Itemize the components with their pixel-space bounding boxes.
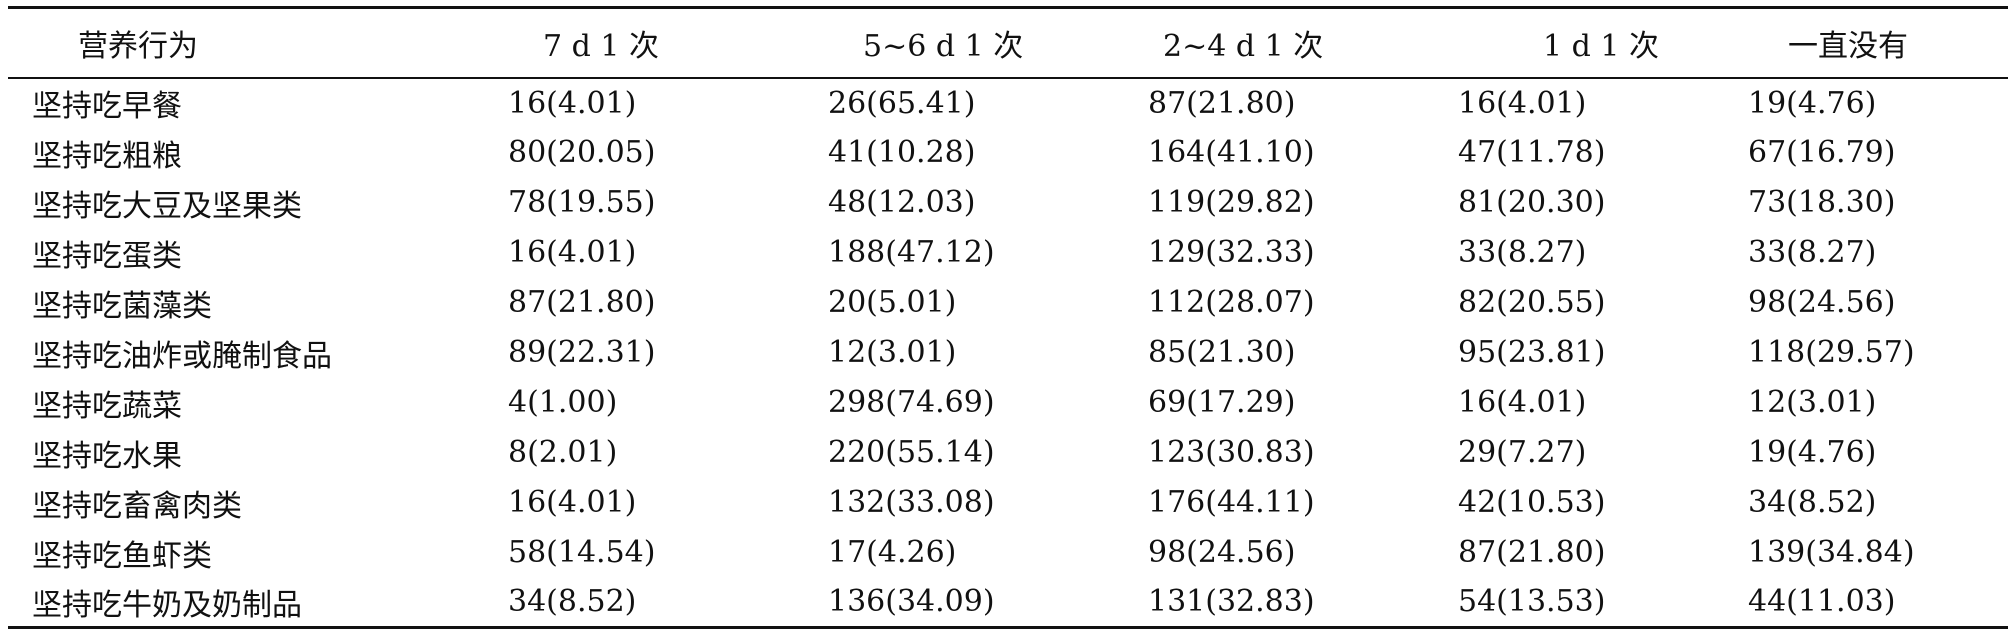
table-cell: 47(11.78) bbox=[1458, 135, 1606, 170]
table-cell: 33(8.27) bbox=[1748, 235, 1877, 270]
table-cell: 176(44.11) bbox=[1148, 485, 1315, 520]
table-cell: 220(55.14) bbox=[828, 435, 995, 470]
row-label: 坚持吃水果 bbox=[32, 438, 182, 474]
table-cell: 34(8.52) bbox=[508, 577, 808, 629]
table-row: 坚持吃早餐 16(4.01) 26(65.41) 87(21.80) 16(4.01) 1… bbox=[8, 78, 2008, 128]
table-cell: 12(3.01) bbox=[1748, 385, 1877, 420]
table-cell: 41(10.28) bbox=[828, 135, 976, 170]
table-cell: 87(21.80) bbox=[1458, 535, 1606, 570]
table-cell: 54(13.53) bbox=[1428, 577, 1728, 629]
table-cell: 95(23.81) bbox=[1458, 335, 1606, 370]
table-cell: 82(20.55) bbox=[1458, 285, 1606, 320]
table-cell: 48(12.03) bbox=[828, 185, 976, 220]
table-cell: 26(65.41) bbox=[828, 85, 976, 121]
table-cell: 164(41.10) bbox=[1148, 135, 1315, 170]
table-body: 坚持吃早餐 16(4.01) 26(65.41) 87(21.80) 16(4.01) 1… bbox=[8, 78, 2008, 629]
table-cell: 129(32.33) bbox=[1148, 235, 1315, 270]
row-label: 坚持吃菌藻类 bbox=[32, 288, 212, 324]
table-cell: 136(34.09) bbox=[808, 577, 1128, 629]
header-never: 一直没有 bbox=[1728, 6, 2008, 79]
table-cell: 67(16.79) bbox=[1748, 135, 1896, 170]
table-cell: 139(34.84) bbox=[1748, 535, 1915, 570]
table-cell: 123(30.83) bbox=[1148, 435, 1315, 470]
table-cell: 69(17.29) bbox=[1148, 385, 1296, 420]
header-behavior: 营养行为 bbox=[8, 6, 508, 79]
header-7d1: 7 d 1 次 bbox=[508, 6, 808, 79]
row-label: 坚持吃油炸或腌制食品 bbox=[32, 338, 332, 374]
table-cell: 4(1.00) bbox=[508, 385, 618, 420]
table-row: 坚持吃鱼虾类 58(14.54) 17(4.26) 98(24.56) 87(21.80… bbox=[8, 528, 2008, 578]
nutrition-behavior-table: 营养行为 7 d 1 次 5~6 d 1 次 2~4 d 1 次 1 d 1 次… bbox=[8, 6, 2008, 629]
table-cell: 131(32.83) bbox=[1128, 577, 1428, 629]
table-cell: 98(24.56) bbox=[1148, 535, 1296, 570]
table-cell: 80(20.05) bbox=[508, 135, 656, 170]
table-cell: 16(4.01) bbox=[1458, 85, 1587, 121]
table-cell: 29(7.27) bbox=[1458, 435, 1587, 470]
table-row: 坚持吃粗粮 80(20.05) 41(10.28) 164(41.10) 47(11.7… bbox=[8, 128, 2008, 178]
row-label: 坚持吃畜禽肉类 bbox=[32, 488, 242, 524]
table-cell: 87(21.80) bbox=[1148, 85, 1296, 121]
row-label: 坚持吃粗粮 bbox=[32, 138, 182, 174]
nutrition-behavior-table-container: 营养行为 7 d 1 次 5~6 d 1 次 2~4 d 1 次 1 d 1 次… bbox=[8, 6, 2008, 629]
table-row: 坚持吃畜禽肉类 16(4.01) 132(33.08) 176(44.11) 42(10… bbox=[8, 478, 2008, 528]
header-5-6d1: 5~6 d 1 次 bbox=[808, 6, 1128, 79]
row-label: 坚持吃早餐 bbox=[32, 89, 182, 124]
table-cell: 16(4.01) bbox=[508, 485, 637, 520]
table-cell: 16(4.01) bbox=[508, 85, 637, 121]
table-cell: 118(29.57) bbox=[1748, 335, 1915, 370]
table-cell: 298(74.69) bbox=[828, 385, 995, 420]
table-row: 坚持吃牛奶及奶制品 34(8.52) 136(34.09) 131(32.83) 54(… bbox=[8, 577, 2008, 629]
table-cell: 19(4.76) bbox=[1748, 85, 1877, 121]
table-row: 坚持吃蔬菜 4(1.00) 298(74.69) 69(17.29) 16(4.01) 1… bbox=[8, 378, 2008, 428]
table-header: 营养行为 7 d 1 次 5~6 d 1 次 2~4 d 1 次 1 d 1 次… bbox=[8, 6, 2008, 79]
table-cell: 73(18.30) bbox=[1748, 185, 1896, 220]
header-1d1: 1 d 1 次 bbox=[1428, 6, 1728, 79]
table-cell: 19(4.76) bbox=[1748, 435, 1877, 470]
row-label: 坚持吃蛋类 bbox=[32, 238, 182, 274]
header-row: 营养行为 7 d 1 次 5~6 d 1 次 2~4 d 1 次 1 d 1 次… bbox=[8, 6, 2008, 79]
table-cell: 58(14.54) bbox=[508, 535, 656, 570]
table-row: 坚持吃菌藻类 87(21.80) 20(5.01) 112(28.07) 82(20.5… bbox=[8, 278, 2008, 328]
table-cell: 112(28.07) bbox=[1148, 285, 1315, 320]
table-cell: 8(2.01) bbox=[508, 435, 618, 470]
table-cell: 78(19.55) bbox=[508, 185, 656, 220]
table-cell: 98(24.56) bbox=[1748, 285, 1896, 320]
table-cell: 132(33.08) bbox=[828, 485, 995, 520]
table-cell: 42(10.53) bbox=[1458, 485, 1606, 520]
table-cell: 12(3.01) bbox=[828, 335, 957, 370]
table-cell: 85(21.30) bbox=[1148, 335, 1296, 370]
table-row: 坚持吃水果 8(2.01) 220(55.14) 123(30.83) 29(7.27)… bbox=[8, 428, 2008, 478]
table-cell: 44(11.03) bbox=[1728, 577, 2008, 629]
table-cell: 81(20.30) bbox=[1458, 185, 1606, 220]
row-label: 坚持吃大豆及坚果类 bbox=[32, 188, 302, 224]
row-label: 坚持吃鱼虾类 bbox=[32, 538, 212, 574]
table-row: 坚持吃蛋类 16(4.01) 188(47.12) 129(32.33) 33(8.27… bbox=[8, 228, 2008, 278]
table-row: 坚持吃油炸或腌制食品 89(22.31) 12(3.01) 85(21.30) 95(2… bbox=[8, 328, 2008, 378]
header-2-4d1: 2~4 d 1 次 bbox=[1128, 6, 1428, 79]
table-cell: 89(22.31) bbox=[508, 335, 656, 370]
row-label: 坚持吃牛奶及奶制品 bbox=[8, 577, 508, 629]
table-row: 坚持吃大豆及坚果类 78(19.55) 48(12.03) 119(29.82) 81(… bbox=[8, 178, 2008, 228]
table-cell: 188(47.12) bbox=[828, 235, 995, 270]
table-cell: 34(8.52) bbox=[1748, 485, 1877, 520]
row-label: 坚持吃蔬菜 bbox=[32, 388, 182, 424]
table-cell: 16(4.01) bbox=[508, 235, 637, 270]
table-cell: 20(5.01) bbox=[828, 285, 957, 320]
table-cell: 119(29.82) bbox=[1148, 185, 1315, 220]
table-cell: 17(4.26) bbox=[828, 535, 957, 570]
table-cell: 87(21.80) bbox=[508, 285, 656, 320]
table-cell: 16(4.01) bbox=[1458, 385, 1587, 420]
table-cell: 33(8.27) bbox=[1458, 235, 1587, 270]
